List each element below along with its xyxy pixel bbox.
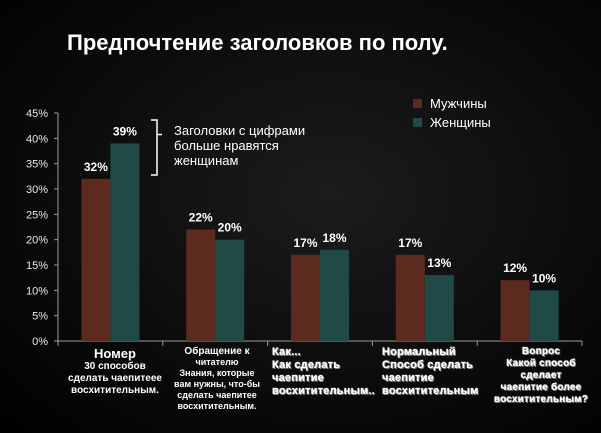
category-line: сделает [520, 370, 562, 381]
legend-item-men: Мужчины [413, 94, 491, 113]
category-title: Обращение к [184, 346, 250, 357]
bar-men [291, 254, 320, 341]
category-line: Какой способ [506, 358, 576, 369]
bar-men [186, 229, 216, 341]
category-line: восхитительным [382, 385, 479, 397]
bar-women [110, 143, 140, 341]
y-tick-label: 30% [26, 184, 48, 196]
annotation-bracket [151, 119, 158, 176]
category-title: Номер [94, 346, 136, 361]
legend-label-men: Мужчины [430, 96, 487, 111]
category-line: Как сделать [272, 359, 341, 371]
category-label-normal: Нормальный Способ сделать чаепитие восхи… [382, 346, 492, 398]
chart-title: Предпочтение заголовков по полу. [67, 30, 448, 55]
category-label-address: Обращение к читателю Знания, которые вам… [162, 346, 272, 412]
category-line: сделать чаепитее [177, 390, 257, 400]
category-line: восхитительным. [71, 385, 159, 396]
category-label-number: Номер 30 способов сделать чаепитеее восх… [56, 346, 174, 397]
y-tick-label: 5% [32, 311, 48, 323]
data-label: 18% [322, 231, 346, 245]
legend-swatch-men [413, 99, 422, 108]
annotation-line: больше нравятся [174, 138, 279, 153]
data-label: 39% [113, 124, 137, 138]
annotation-line: Заголовки с цифрами [174, 123, 306, 138]
category-line: Знания, которые [179, 368, 255, 378]
data-label: 22% [189, 211, 213, 225]
bar-men [81, 178, 111, 341]
annotation-line: женщинам [174, 153, 239, 168]
category-line: чаепитие [272, 372, 324, 384]
category-line: чаепитие [382, 372, 434, 384]
category-line: сделать чаепитеее [68, 373, 162, 384]
category-line: читателю [195, 357, 239, 367]
category-title: Вопрос [521, 346, 561, 357]
bar-men [395, 254, 425, 341]
y-tick-label: 35% [26, 159, 48, 171]
category-label-how: Как... Как сделать чаепитие восхитительн… [272, 346, 382, 398]
legend-label-women: Женщины [430, 115, 491, 130]
category-line: чаепитие более [500, 382, 582, 393]
category-title: Нормальный [382, 346, 456, 358]
legend-swatch-women [413, 118, 422, 127]
category-title: Как... [272, 346, 301, 358]
y-tick-label: 20% [26, 235, 48, 247]
bar-women [320, 249, 349, 341]
y-tick-label: 0% [32, 336, 48, 348]
category-line: Способ сделать [382, 359, 474, 371]
bar-women [215, 239, 245, 341]
category-line: восхитительным. [177, 401, 257, 411]
legend: Мужчины Женщины [413, 94, 491, 132]
category-line: восхитительным.. [272, 385, 375, 397]
y-tick-label: 45% [26, 108, 48, 120]
category-line: восхитительным? [493, 394, 589, 405]
bar-men [500, 280, 530, 341]
bar-women [424, 275, 454, 341]
legend-item-women: Женщины [413, 113, 491, 132]
category-label-question: Вопрос Какой способ сделает чаепитие бол… [486, 346, 596, 406]
y-tick-label: 40% [26, 133, 48, 145]
category-line: вам нужны, что-бы [174, 379, 260, 389]
data-label: 17% [293, 236, 317, 250]
y-tick-label: 10% [26, 285, 48, 297]
data-label: 10% [532, 271, 556, 285]
data-label: 12% [503, 261, 527, 275]
annotation-text: Заголовки с цифрами больше нравятся женщ… [174, 123, 334, 168]
data-label: 32% [84, 160, 108, 174]
y-tick-label: 25% [26, 209, 48, 221]
data-label: 13% [427, 256, 451, 270]
data-label: 20% [218, 221, 242, 235]
y-tick-label: 15% [26, 260, 48, 272]
bar-women [529, 290, 559, 341]
data-label: 17% [398, 236, 422, 250]
category-line: 30 способов [84, 361, 146, 372]
